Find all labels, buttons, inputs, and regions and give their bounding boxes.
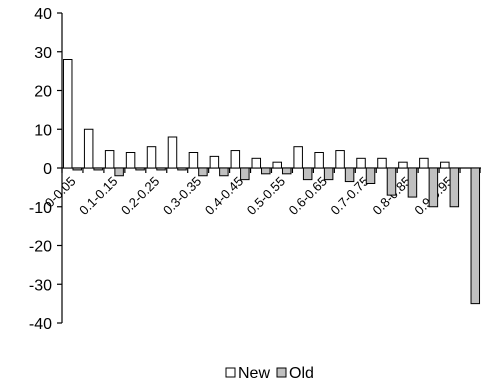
- x-tick-label: 0.4-0.45: [202, 174, 246, 218]
- y-tick-label: 10: [34, 122, 52, 139]
- y-tick-label: 20: [34, 84, 52, 101]
- bar-old: [470, 167, 481, 305]
- bar-new: [377, 157, 387, 169]
- bar-new: [398, 161, 408, 169]
- bar-new: [293, 146, 303, 169]
- x-tick-label: 0.2-0.25: [118, 174, 162, 218]
- y-tick-label: 30: [34, 45, 52, 62]
- legend-label: New: [238, 365, 270, 382]
- bar-new: [251, 157, 262, 169]
- y-tick-label: -40: [29, 316, 52, 333]
- bar-old: [261, 167, 271, 175]
- x-tick-label: 0-0.05: [42, 174, 79, 211]
- bar-old: [135, 167, 145, 171]
- bar-old: [156, 167, 166, 171]
- bar-new: [419, 157, 429, 169]
- bar-new: [209, 155, 220, 169]
- bar-old: [93, 167, 103, 171]
- bar-old: [302, 167, 313, 181]
- bar-old: [407, 167, 418, 198]
- bar-new: [167, 136, 178, 169]
- legend-swatch: [276, 367, 287, 378]
- bar-old: [281, 167, 292, 175]
- bar-new: [356, 157, 366, 169]
- bar-old: [219, 167, 229, 177]
- bar-new: [230, 150, 241, 169]
- bar-old: [344, 167, 355, 183]
- bar-old: [177, 167, 187, 171]
- bar-old: [323, 167, 334, 181]
- x-tick-label: 0.5-0.55: [244, 174, 288, 218]
- y-tick-label: -30: [29, 277, 52, 294]
- x-tick-label: 0.6-0.65: [286, 174, 330, 218]
- bar-old: [198, 167, 208, 177]
- y-tick-label: -10: [29, 200, 52, 217]
- bar-new: [440, 161, 450, 169]
- bar-old: [72, 167, 82, 171]
- bar-old: [428, 167, 439, 208]
- y-tick-label: 40: [34, 6, 52, 23]
- legend-swatch: [225, 367, 236, 378]
- bar-new: [146, 146, 157, 169]
- bar-new: [125, 152, 136, 169]
- bar-new: [104, 150, 115, 169]
- bar-new: [314, 152, 324, 169]
- bar-old: [240, 167, 250, 181]
- x-tick-label: 0.1-0.15: [76, 174, 120, 218]
- y-tick-label: -20: [29, 239, 52, 256]
- legend: New Old: [225, 365, 314, 382]
- bar-old: [114, 167, 124, 177]
- bar-new: [83, 128, 94, 169]
- bar-old: [386, 167, 397, 196]
- bar-series: [62, 59, 481, 305]
- bar-new: [62, 59, 73, 169]
- bar-new: [272, 161, 282, 169]
- bar-old: [449, 167, 460, 208]
- x-tick-label: 0.3-0.35: [160, 174, 204, 218]
- bar-old: [365, 167, 376, 184]
- bar-new: [188, 152, 199, 169]
- y-tick-label: 0: [43, 161, 52, 178]
- legend-label: Old: [289, 365, 314, 382]
- y-axis-ticks: -40 -30 -20 -10 0 10 20 30 40: [29, 6, 62, 333]
- bar-new: [335, 150, 345, 169]
